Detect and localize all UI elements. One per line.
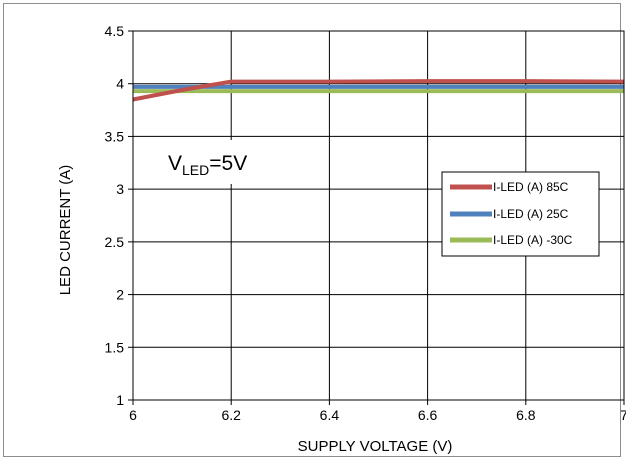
x-tick-label: 6.6	[418, 407, 438, 423]
chart-frame	[3, 3, 621, 457]
x-tick-label: 6.2	[221, 407, 241, 423]
legend-entry-minus30c: I-LED (A) -30C	[450, 233, 573, 247]
series-line-0	[132, 79, 625, 102]
legend-label-25c: I-LED (A) 25C	[493, 207, 569, 221]
legend-entry-25c: I-LED (A) 25C	[450, 207, 569, 221]
x-tick-label: 6.8	[516, 407, 536, 423]
x-tick-label: 6.4	[320, 407, 340, 423]
x-tick-label: 6	[129, 407, 137, 423]
y-tick-label: 2	[116, 287, 124, 303]
y-axis-label: LED CURRENT (A)	[57, 165, 74, 296]
x-tick-label: 7	[620, 407, 626, 423]
y-tick-label: 1.5	[105, 339, 125, 355]
x-axis-ticks: 6 6.2 6.4 6.6 6.8 7	[129, 400, 626, 423]
legend-entry-85c: I-LED (A) 85C	[450, 180, 569, 194]
legend-label-minus30c: I-LED (A) -30C	[493, 233, 573, 247]
annotation-label: VLED=5V	[168, 152, 247, 178]
y-tick-label: 3.5	[105, 128, 125, 144]
y-tick-label: 2.5	[105, 234, 125, 250]
annotation-background	[160, 140, 280, 184]
legend-label-85c: I-LED (A) 85C	[493, 180, 569, 194]
series-lines	[132, 79, 625, 102]
y-tick-label: 4.5	[105, 23, 125, 39]
plot-area-border	[132, 30, 625, 401]
y-tick-label: 1	[116, 392, 124, 408]
x-axis-label: SUPPLY VOLTAGE (V)	[298, 438, 453, 455]
y-axis-ticks: 1 1.5 2 2.5 3 3.5 4 4.5	[105, 23, 133, 408]
legend: I-LED (A) 85C I-LED (A) 25C I-LED (A) -3…	[441, 171, 600, 257]
y-tick-label: 4	[116, 76, 124, 92]
y-tick-label: 3	[116, 181, 124, 197]
